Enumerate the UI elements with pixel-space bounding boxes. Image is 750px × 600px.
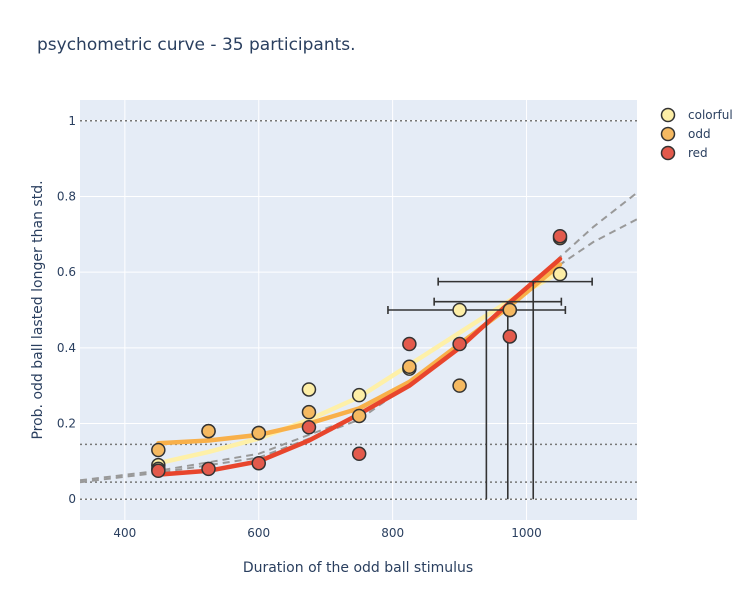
data-point-odd[interactable]	[201, 423, 216, 439]
y-tick-label: 0.4	[57, 341, 76, 355]
x-tick-label: 400	[113, 526, 136, 540]
data-point-red[interactable]	[151, 463, 166, 479]
data-point-odd[interactable]	[251, 425, 266, 441]
legend-label-red: red	[688, 146, 708, 160]
legend-item-odd[interactable]: odd	[660, 126, 711, 142]
legend-item-red[interactable]: red	[660, 145, 708, 161]
y-tick-label: 0.6	[57, 265, 76, 279]
y-tick-label: 0.2	[57, 417, 76, 431]
x-tick-label: 1000	[511, 526, 542, 540]
data-point-red[interactable]	[251, 455, 266, 471]
data-point-odd[interactable]	[502, 302, 518, 318]
data-point-odd[interactable]	[351, 408, 367, 424]
data-points	[151, 228, 568, 479]
data-point-red[interactable]	[552, 228, 568, 244]
x-tick-label: 800	[381, 526, 404, 540]
data-point-odd[interactable]	[301, 404, 317, 420]
y-axis-title: Prob. odd ball lasted longer than std.	[30, 180, 46, 439]
y-tick-label: 1	[68, 114, 76, 128]
legend-marker-odd	[660, 126, 676, 142]
data-point-red[interactable]	[301, 420, 317, 435]
y-tick-label: 0	[68, 492, 76, 506]
data-point-colorful[interactable]	[301, 382, 317, 397]
x-axis-title: Duration of the odd ball stimulus	[243, 560, 473, 576]
data-point-red[interactable]	[351, 446, 367, 462]
legend-marker-colorful	[660, 107, 676, 123]
data-point-red[interactable]	[452, 336, 467, 352]
legend-marker-red	[660, 145, 676, 161]
data-point-odd[interactable]	[151, 442, 166, 458]
data-point-colorful[interactable]	[351, 387, 367, 403]
legend[interactable]: colorful odd red	[660, 107, 733, 161]
data-point-odd[interactable]	[452, 378, 467, 393]
x-tick-label: 600	[247, 526, 270, 540]
data-point-colorful[interactable]	[552, 266, 568, 282]
data-point-red[interactable]	[201, 461, 216, 477]
data-point-odd[interactable]	[402, 359, 417, 375]
data-point-red[interactable]	[502, 329, 518, 344]
legend-item-colorful[interactable]: colorful	[660, 107, 733, 123]
data-point-red[interactable]	[402, 336, 417, 352]
legend-label-colorful: colorful	[688, 108, 733, 122]
chart-title: psychometric curve - 35 participants.	[37, 35, 356, 55]
legend-label-odd: odd	[688, 127, 711, 141]
axis-ticks: 400 600 800 1000 0 0.2 0.4 0.6 0.8 1	[57, 114, 542, 540]
data-point-colorful[interactable]	[452, 302, 467, 318]
y-tick-label: 0.8	[57, 189, 76, 203]
